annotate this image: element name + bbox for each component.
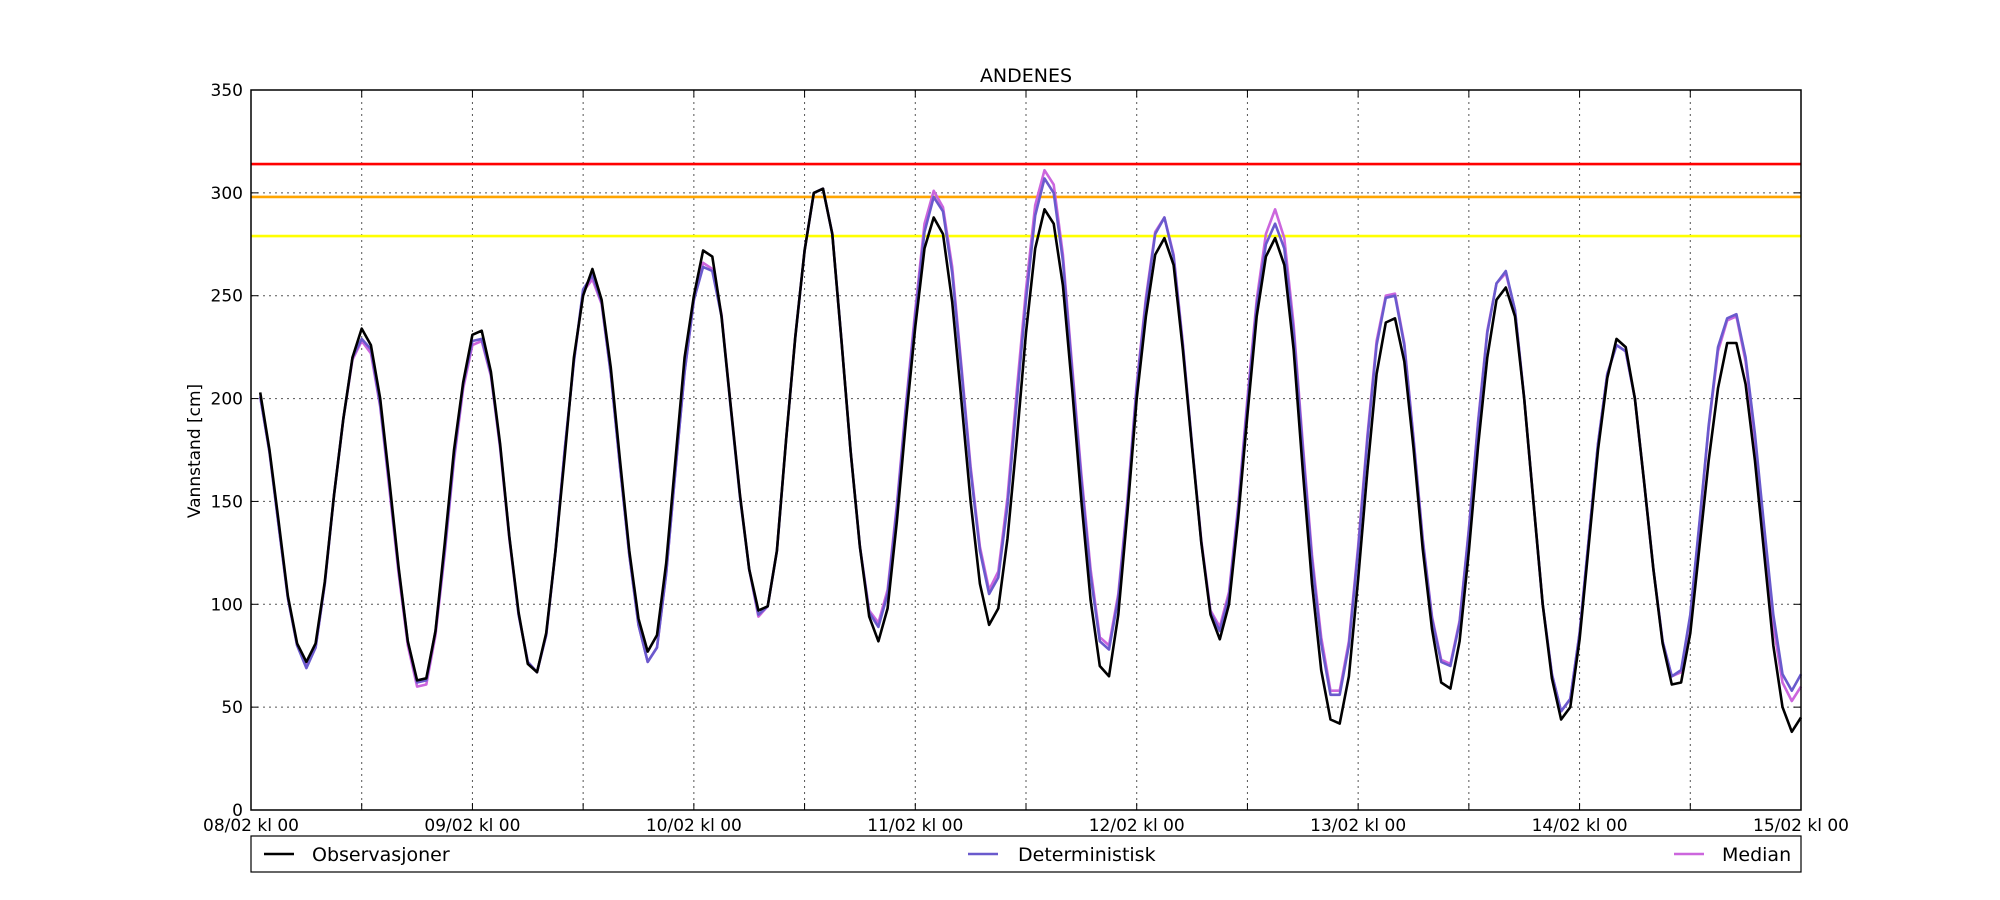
legend-items: Observasjoner Deterministisk Median	[264, 844, 1791, 866]
chart-title: ANDENES	[980, 65, 1072, 87]
threshold-lines	[251, 162, 1801, 238]
y-tick-label: 300	[211, 184, 243, 204]
y-tick-label: 0	[232, 801, 243, 821]
y-tick-label: 250	[211, 287, 243, 307]
y-axis-label: Vannstand [cm]	[185, 384, 205, 518]
series-lines	[258, 168, 1803, 734]
x-ticks: 08/02 kl 00 09/02 kl 00 10/02 kl 00 11/02 k…	[203, 90, 1849, 836]
x-tick-label: 13/02 kl 00	[1310, 816, 1406, 836]
legend: Observasjoner Deterministisk Median	[250, 835, 1802, 873]
y-tick-label: 200	[211, 390, 243, 410]
x-tick-label: 08/02 kl 00	[203, 816, 299, 836]
legend-label: Deterministisk	[1018, 844, 1156, 866]
legend-label: Observasjoner	[312, 844, 450, 866]
series-line-observasjoner	[258, 187, 1803, 734]
y-ticks: 0 50 100 150 200 250 300 350	[211, 81, 1801, 821]
legend-label: Median	[1722, 844, 1791, 866]
x-tick-label: 10/02 kl 00	[646, 816, 742, 836]
y-tick-label: 150	[211, 492, 243, 512]
legend-frame	[250, 835, 1802, 873]
y-tick-label: 350	[211, 81, 243, 101]
series-line-deterministisk	[258, 177, 1803, 713]
y-tick-label: 50	[221, 698, 243, 718]
x-tick-label: 12/02 kl 00	[1089, 816, 1185, 836]
x-tick-label: 09/02 kl 00	[424, 816, 520, 836]
x-tick-label: 15/02 kl 00	[1753, 816, 1849, 836]
x-tick-label: 11/02 kl 00	[867, 816, 963, 836]
y-tick-label: 100	[211, 595, 243, 615]
x-tick-label: 14/02 kl 00	[1532, 816, 1628, 836]
